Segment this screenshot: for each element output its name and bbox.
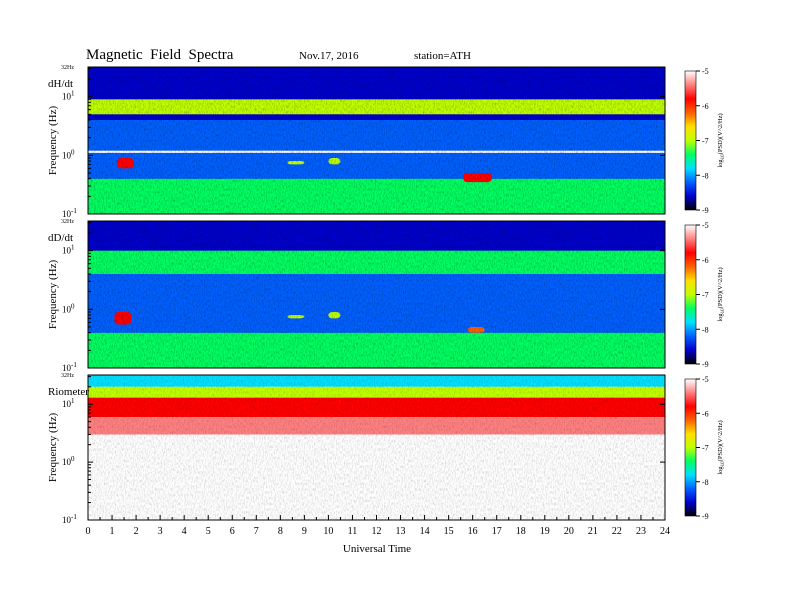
x-axis-label: Universal Time <box>343 543 411 555</box>
x-tick-label: 8 <box>278 526 283 537</box>
x-tick-label: 2 <box>134 526 139 537</box>
x-tick-label: 18 <box>516 526 526 537</box>
y-tick-label: 100 <box>62 148 75 160</box>
y-axis-label: Frequency (Hz) <box>47 106 59 176</box>
x-axis: 0 1 2 3 4 5 6 7 8 9 10 11 12 13 14 15 16 17 18 19 20 21 22 23 24 <box>86 515 670 537</box>
panel-label: Riometer <box>48 386 89 398</box>
colorbar: -5 -6 -7 -8 -9 log10(PSD)(V^2/Hz) <box>684 221 726 369</box>
spectrogram-texture <box>88 375 665 520</box>
colorbar-gradient <box>684 224 697 365</box>
y-top-label: 32Hz <box>61 65 74 71</box>
y-top-label: 32Hz <box>61 219 74 225</box>
panel-label: dD/dt <box>48 232 73 244</box>
colorbar-tick-label: -9 <box>702 360 709 369</box>
colorbar-tick-label: -6 <box>702 256 709 265</box>
colorbar-label: log10(PSD)(V^2/Hz) <box>717 113 726 167</box>
x-tick-label: 5 <box>206 526 211 537</box>
colorbar-tick-label: -7 <box>702 291 709 300</box>
y-tick-label: 10-1 <box>62 361 77 373</box>
colorbar-tick-label: -6 <box>702 102 709 111</box>
x-tick-label: 13 <box>396 526 406 537</box>
colorbar-tick-label: -5 <box>702 375 709 384</box>
colorbar-tick-label: -7 <box>702 137 709 146</box>
spectrogram-image <box>88 221 665 368</box>
spectrogram-texture <box>88 221 665 368</box>
spectrogram-image <box>88 67 665 214</box>
spectrogram-texture <box>88 67 665 214</box>
x-tick-label: 10 <box>323 526 333 537</box>
x-tick-label: 11 <box>348 526 358 537</box>
x-tick-label: 20 <box>564 526 574 537</box>
x-tick-label: 19 <box>540 526 550 537</box>
x-tick-label: 23 <box>636 526 646 537</box>
panel-label: dH/dt <box>48 78 73 90</box>
y-tick-label: 100 <box>62 455 75 467</box>
colorbar-gradient <box>684 378 697 517</box>
x-tick-label: 9 <box>302 526 307 537</box>
y-tick-label: 10-1 <box>62 207 77 219</box>
colorbar-tick-label: -5 <box>702 221 709 230</box>
x-tick-label: 16 <box>468 526 478 537</box>
station-label: station=ATH <box>414 50 471 62</box>
colorbar-tick-label: -7 <box>702 444 709 453</box>
x-tick-label: 22 <box>612 526 622 537</box>
x-tick-label: 6 <box>230 526 235 537</box>
y-axis-label: Frequency (Hz) <box>47 260 59 330</box>
x-tick-label: 0 <box>86 526 91 537</box>
colorbar-tick-label: -9 <box>702 206 709 215</box>
spectrogram-panel: Riometer 32Hz 101 100 10-1 Frequency (Hz) -5 -6… <box>47 373 726 525</box>
x-tick-label: 17 <box>492 526 502 537</box>
figure-title: Magnetic Field Spectra <box>86 47 234 63</box>
x-tick-label: 15 <box>444 526 454 537</box>
colorbar-label: log10(PSD)(V^2/Hz) <box>717 267 726 321</box>
y-tick-label: 101 <box>62 90 75 102</box>
panel-frame <box>87 220 666 369</box>
y-axis-label: Frequency (Hz) <box>47 413 59 483</box>
colorbar: -5 -6 -7 -8 -9 log10(PSD)(V^2/Hz) <box>684 375 726 521</box>
x-tick-label: 1 <box>110 526 115 537</box>
x-tick-label: 4 <box>182 526 187 537</box>
x-tick-label: 14 <box>420 526 430 537</box>
y-tick-label: 10-1 <box>62 513 77 525</box>
y-tick-label: 101 <box>62 397 75 409</box>
x-tick-label: 24 <box>660 526 670 537</box>
colorbar-tick-label: -8 <box>702 171 709 180</box>
x-tick-label: 21 <box>588 526 598 537</box>
colorbar: -5 -6 -7 -8 -9 log10(PSD)(V^2/Hz) <box>684 67 726 215</box>
y-top-label: 32Hz <box>61 373 74 379</box>
y-tick-label: 100 <box>62 302 75 314</box>
colorbar-tick-label: -5 <box>702 67 709 76</box>
colorbar-label: log10(PSD)(V^2/Hz) <box>717 420 726 474</box>
colorbar-tick-label: -6 <box>702 409 709 418</box>
x-tick-label: 7 <box>254 526 259 537</box>
x-tick-label: 3 <box>158 526 163 537</box>
colorbar-tick-label: -8 <box>702 478 709 487</box>
spectrogram-image <box>88 375 665 520</box>
colorbar-tick-label: -9 <box>702 512 709 521</box>
date-label: Nov.17, 2016 <box>299 50 359 62</box>
y-tick-label: 101 <box>62 244 75 256</box>
x-tick-label: 12 <box>372 526 382 537</box>
panel-frame <box>87 66 666 215</box>
colorbar-gradient <box>684 70 697 211</box>
colorbar-tick-label: -8 <box>702 325 709 334</box>
